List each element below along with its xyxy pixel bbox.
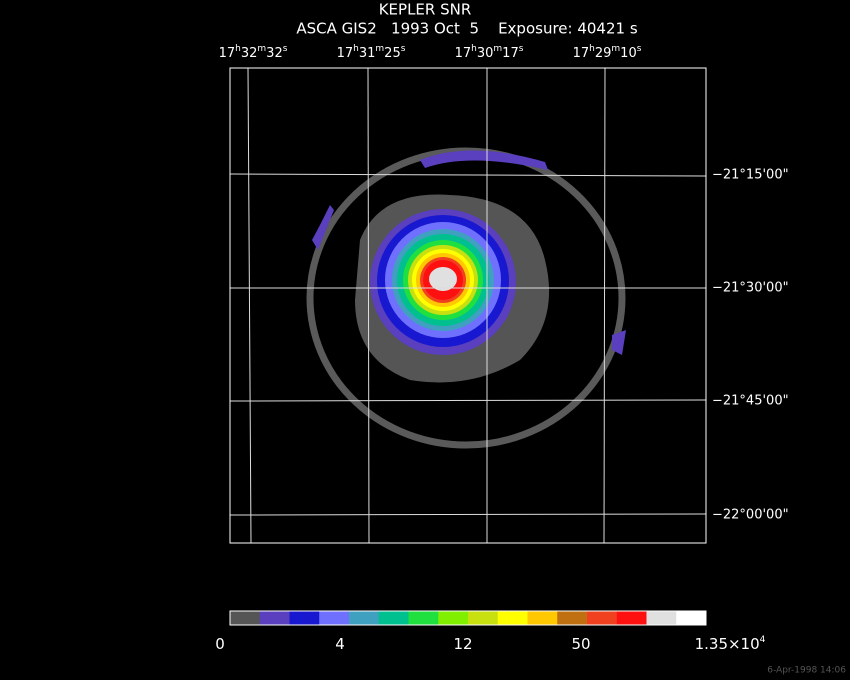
superscript: s	[283, 44, 288, 54]
label-part: 12	[453, 635, 472, 653]
ra-label: 17h30m17s	[455, 44, 524, 61]
label-part: 32	[266, 46, 283, 61]
colorbar-segment	[587, 611, 618, 625]
label-part: 0	[215, 635, 225, 653]
rim-patch	[420, 150, 548, 170]
colorbar-segment	[230, 611, 261, 625]
timestamp: 6-Apr-1998 14:06	[767, 666, 846, 676]
label-part: 50	[571, 635, 590, 653]
image	[229, 67, 707, 544]
superscript: m	[257, 44, 266, 54]
colorbar-segment	[527, 611, 558, 625]
superscript: h	[353, 44, 359, 54]
label-part: 10	[620, 46, 637, 61]
rim-patch	[612, 330, 626, 355]
title: KEPLER SNR	[379, 1, 472, 19]
colorbar-segment	[289, 611, 320, 625]
superscript: 4	[760, 635, 766, 645]
colorbar-label: 12	[453, 635, 472, 653]
colorbar-segment	[378, 611, 409, 625]
dec-label: −21°30'00"	[712, 281, 789, 296]
colorbar-segment	[408, 611, 439, 625]
label-part: 30	[477, 46, 494, 61]
colorbar-segment	[468, 611, 499, 625]
image-frame	[229, 67, 707, 544]
colorbar-segment	[259, 611, 290, 625]
label-part: 29	[595, 46, 612, 61]
dec-label: −22°00'00"	[712, 508, 789, 523]
label-part: 17	[502, 46, 519, 61]
colorbar-frame	[229, 610, 707, 626]
colorbar-segment	[616, 611, 647, 625]
label-part: 25	[384, 46, 401, 61]
superscript: s	[637, 44, 642, 54]
colorbar-segment	[497, 611, 528, 625]
colorbar-segment	[349, 611, 380, 625]
label-part: 32	[241, 46, 258, 61]
colorbar-label: 0	[215, 635, 225, 653]
superscript: m	[375, 44, 384, 54]
label-part: 31	[359, 46, 376, 61]
superscript: h	[589, 44, 595, 54]
colorbar-label: 4	[335, 635, 345, 653]
superscript: s	[401, 44, 406, 54]
rim-patch	[312, 205, 334, 250]
colorbar-segment	[319, 611, 350, 625]
colorbar-segment	[557, 611, 588, 625]
subtitle: ASCA GIS2 1993 Oct 5 Exposure: 40421 s	[296, 20, 637, 38]
ra-label: 17h31m25s	[337, 44, 406, 61]
superscript: h	[235, 44, 241, 54]
colorbar-segment	[438, 611, 469, 625]
superscript: h	[471, 44, 477, 54]
ra-label: 17h29m10s	[573, 44, 642, 61]
dec-label: −21°15'00"	[712, 168, 789, 183]
colorbar-label: 50	[571, 635, 590, 653]
dec-label: −21°45'00"	[712, 394, 789, 409]
superscript: m	[493, 44, 502, 54]
label-part: 4	[335, 635, 345, 653]
colorbar-segment	[676, 611, 707, 625]
colorbar-segment	[646, 611, 677, 625]
label-part: 17	[455, 46, 472, 61]
colorbar: 0 4 12 50 1.35×104	[215, 610, 766, 653]
colorbar-label: 1.35×104	[695, 635, 766, 653]
label-part: 17	[219, 46, 236, 61]
superscript: m	[611, 44, 620, 54]
coordinate-grid	[229, 67, 707, 544]
label-part: 17	[337, 46, 354, 61]
label-part: 1.35×10	[695, 635, 760, 653]
contour	[429, 267, 457, 291]
superscript: s	[519, 44, 524, 54]
label-part: 17	[573, 46, 590, 61]
ra-label: 17h32m32s	[219, 44, 288, 61]
